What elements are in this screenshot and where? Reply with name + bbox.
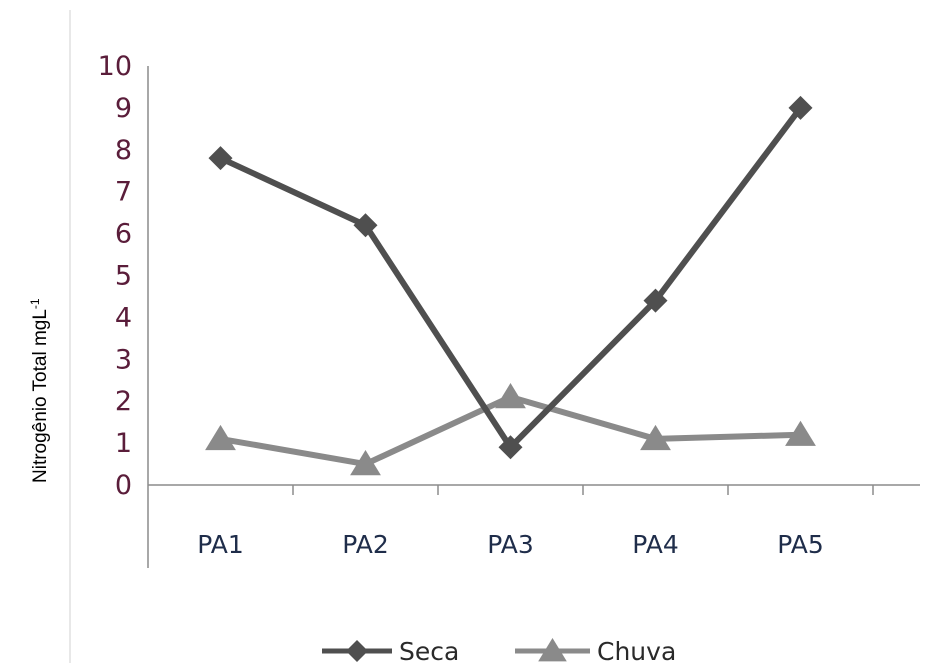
legend-marker: [538, 638, 567, 662]
data-point: [498, 435, 523, 460]
legend-item-chuva: Chuva: [515, 637, 676, 663]
y-tick-label: 5: [115, 261, 132, 292]
legend-label: Seca: [399, 637, 459, 663]
y-tick-label: 0: [115, 470, 132, 501]
y-axis-label: Nitrogênio Total mgL-1: [10, 160, 66, 506]
x-tick-label: PA3: [487, 530, 533, 559]
x-tick-label: PA1: [197, 530, 243, 559]
data-point: [643, 288, 668, 313]
y-axis-label-text: Nitrogênio Total mgL: [30, 309, 51, 483]
y-tick-label: 3: [115, 344, 132, 375]
legend-label: Chuva: [597, 637, 676, 663]
y-tick-label: 7: [115, 177, 132, 208]
y-tick-label: 10: [98, 51, 132, 82]
svg-text:Nitrogênio Total mgL-1: Nitrogênio Total mgL-1: [28, 298, 51, 483]
y-tick-label: 4: [115, 302, 132, 333]
legend-marker: [346, 640, 368, 662]
x-tick-label: PA5: [777, 530, 823, 559]
y-tick-label: 2: [115, 386, 132, 417]
x-tick-labels: PA1 PA2 PA3 PA4 PA5: [197, 530, 823, 559]
y-tick-label: 6: [115, 219, 132, 250]
series-seca: [208, 95, 813, 460]
y-tick-label: 1: [115, 428, 132, 459]
y-tick-label: 9: [115, 93, 132, 124]
y-tick-label: 8: [115, 135, 132, 166]
x-tick-label: PA2: [342, 530, 388, 559]
legend: Seca Chuva: [322, 637, 676, 663]
series-group: [205, 95, 816, 476]
data-point: [353, 213, 378, 238]
data-point: [785, 420, 816, 446]
x-tick-label: PA4: [632, 530, 678, 559]
data-point: [350, 450, 381, 476]
legend-item-seca: Seca: [322, 637, 459, 663]
data-point: [640, 424, 671, 451]
y-axis-label-superscript: -1: [28, 298, 42, 309]
data-point: [208, 146, 233, 171]
data-point: [788, 95, 813, 120]
x-tick-marks: [292, 485, 874, 495]
series-chuva: [205, 383, 816, 476]
y-tick-labels: 0 1 2 3 4 5 6 7 8 9 10: [98, 51, 132, 501]
data-point: [205, 424, 236, 451]
data-point: [495, 383, 526, 409]
